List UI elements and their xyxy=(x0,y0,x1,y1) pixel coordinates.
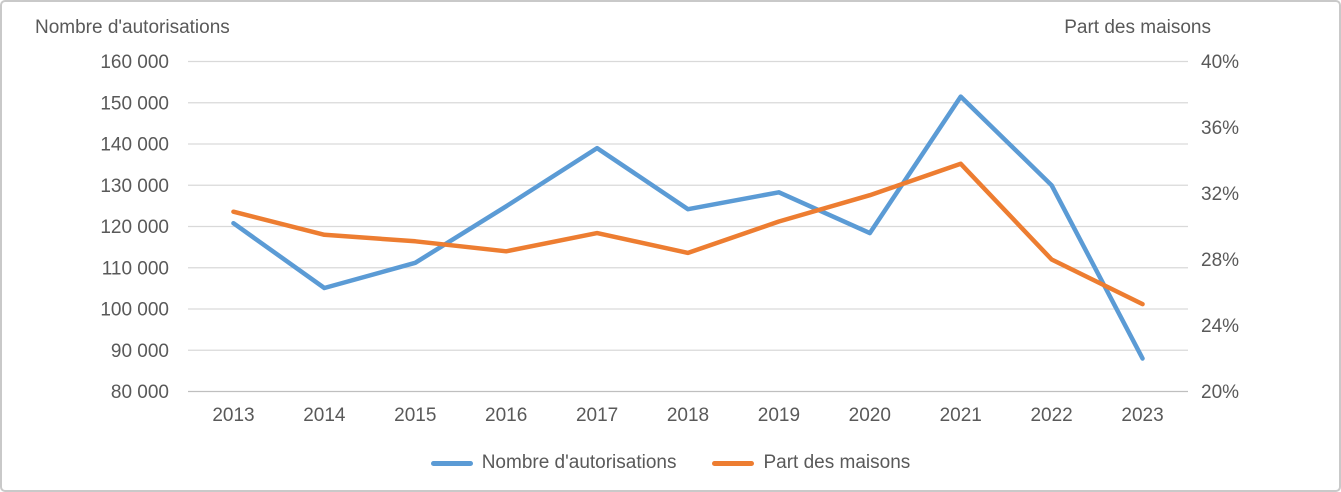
x-axis-tick-label: 2017 xyxy=(576,405,618,426)
legend-swatch-autorisations xyxy=(430,460,473,466)
x-axis-tick-label: 2018 xyxy=(667,405,709,426)
series-line-maisons xyxy=(231,161,1145,307)
right-axis-tick-label: 20% xyxy=(1201,382,1239,403)
left-axis-tick-label: 90 000 xyxy=(111,341,169,362)
x-axis-tick-label: 2016 xyxy=(485,405,527,426)
series-line-autorisations xyxy=(231,94,1145,361)
legend-swatch-maisons xyxy=(712,460,755,466)
left-axis-tick-label: 100 000 xyxy=(100,300,169,321)
x-axis-tick-label: 2013 xyxy=(212,405,254,426)
left-axis-tick-label: 80 000 xyxy=(111,382,169,403)
right-axis-tick-label: 32% xyxy=(1201,184,1239,205)
right-axis-title: Part des maisons xyxy=(1064,17,1211,38)
x-axis-tick-label: 2020 xyxy=(849,405,891,426)
left-axis-tick-label: 140 000 xyxy=(100,135,169,156)
right-axis-tick-label: 24% xyxy=(1201,316,1239,337)
left-axis-tick-label: 130 000 xyxy=(100,176,169,197)
right-axis-tick-label: 36% xyxy=(1201,118,1239,139)
x-axis-tick-label: 2021 xyxy=(940,405,982,426)
legend-label-maisons: Part des maisons xyxy=(763,452,911,473)
left-axis-tick-label: 120 000 xyxy=(100,217,169,238)
x-axis-tick-label: 2022 xyxy=(1030,405,1072,426)
right-axis-tick-label: 40% xyxy=(1201,52,1239,73)
right-axis-tick-label: 28% xyxy=(1201,250,1239,271)
left-axis-tick-label: 150 000 xyxy=(100,93,169,114)
legend-item-autorisations: Nombre d'autorisations xyxy=(430,452,677,474)
left-axis-tick-label: 160 000 xyxy=(100,52,169,73)
left-axis-title: Nombre d'autorisations xyxy=(35,17,230,38)
x-axis-tick-label: 2015 xyxy=(394,405,436,426)
legend: Nombre d'autorisations Part des maisons xyxy=(2,449,1339,477)
legend-label-autorisations: Nombre d'autorisations xyxy=(481,452,677,473)
x-axis-tick-label: 2014 xyxy=(303,405,346,426)
legend-item-maisons: Part des maisons xyxy=(712,452,910,474)
x-axis-tick-label: 2019 xyxy=(758,405,800,426)
x-axis-tick-label: 2023 xyxy=(1121,405,1163,426)
left-axis-tick-label: 110 000 xyxy=(102,258,169,279)
